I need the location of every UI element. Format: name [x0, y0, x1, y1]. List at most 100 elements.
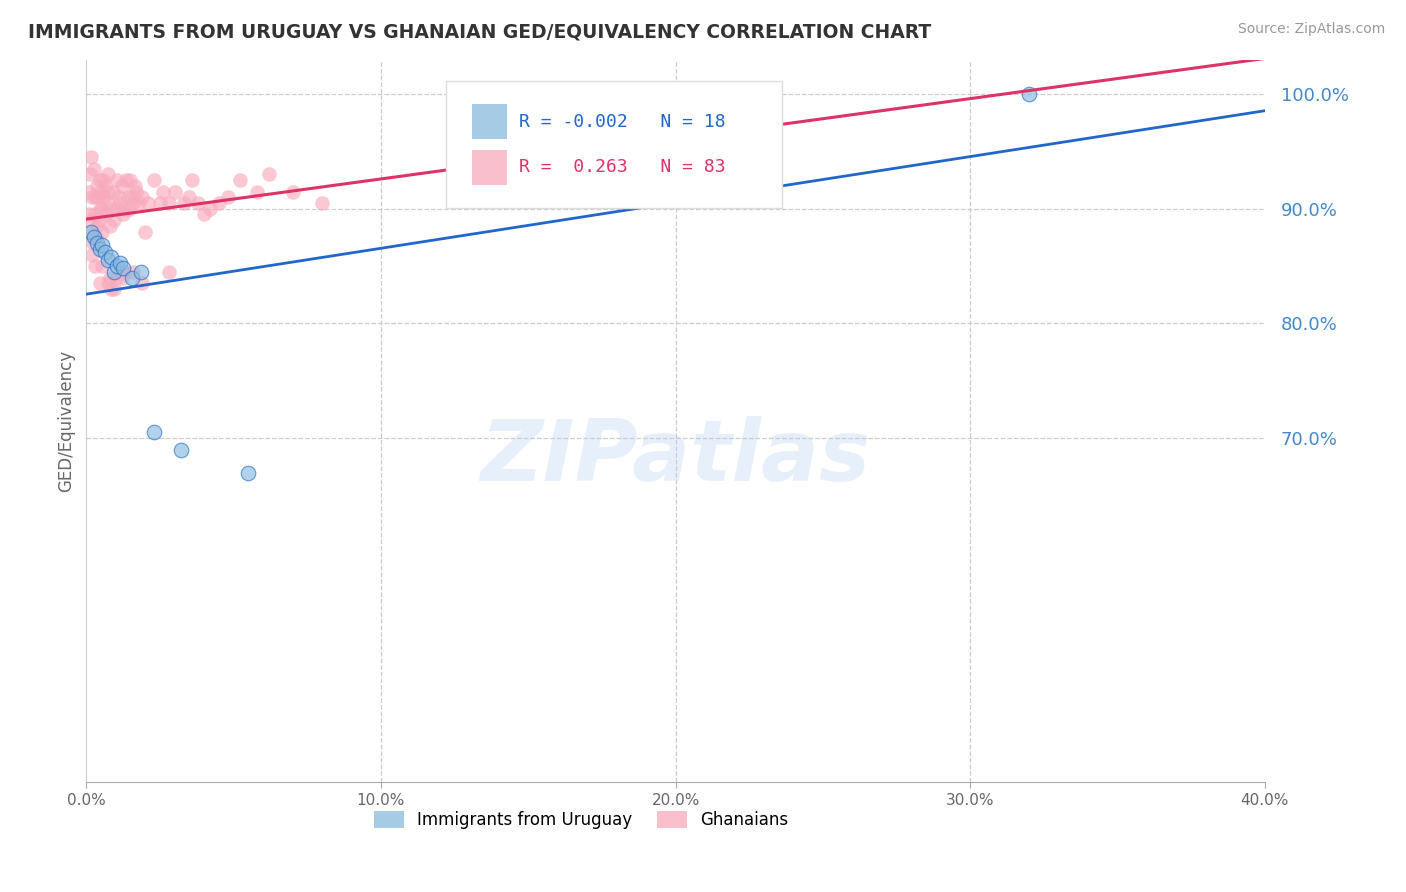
Point: [105, 259, 128, 273]
Point: [90, 225, 112, 239]
Point: [103, 265, 125, 279]
Point: [94, 178, 117, 193]
Point: [187, 196, 209, 211]
Point: [131, 190, 153, 204]
Point: [131, 277, 153, 291]
Point: [114, 265, 136, 279]
Point: [87, 213, 110, 227]
Bar: [471, 150, 508, 185]
Point: [179, 190, 201, 204]
Point: [246, 185, 269, 199]
Point: [86, 178, 108, 193]
Point: [129, 265, 152, 279]
Point: [94, 245, 117, 260]
Point: [105, 173, 128, 187]
Point: [114, 202, 136, 216]
Point: [169, 442, 191, 457]
Point: [86, 219, 108, 233]
Legend: Immigrants from Uruguay, Ghanaians: Immigrants from Uruguay, Ghanaians: [367, 804, 796, 836]
Point: [82, 236, 104, 251]
Point: [125, 185, 148, 199]
Point: [83, 230, 105, 244]
Point: [87, 190, 110, 204]
Point: [90, 185, 112, 199]
Point: [181, 173, 204, 187]
Point: [149, 196, 172, 211]
Point: [193, 207, 215, 221]
Point: [82, 213, 104, 227]
Point: [100, 250, 122, 264]
Point: [103, 282, 125, 296]
Point: [84, 207, 107, 221]
Point: [82, 247, 104, 261]
Point: [311, 196, 333, 211]
Text: ZIPatlas: ZIPatlas: [481, 416, 870, 499]
Point: [80, 190, 103, 204]
Bar: [471, 104, 508, 139]
Point: [91, 202, 114, 216]
Point: [128, 196, 150, 211]
Point: [96, 196, 118, 211]
Point: [83, 161, 105, 176]
Point: [83, 190, 105, 204]
Text: Source: ZipAtlas.com: Source: ZipAtlas.com: [1237, 22, 1385, 37]
Point: [93, 173, 115, 187]
Point: [136, 196, 159, 211]
Point: [157, 265, 180, 279]
Text: IMMIGRANTS FROM URUGUAY VS GHANAIAN GED/EQUIVALENCY CORRELATION CHART: IMMIGRANTS FROM URUGUAY VS GHANAIAN GED/…: [28, 22, 931, 41]
Point: [134, 225, 156, 239]
Point: [76, 225, 98, 239]
Point: [107, 190, 129, 204]
Point: [157, 196, 180, 211]
Point: [121, 190, 143, 204]
Point: [108, 255, 131, 269]
Point: [238, 466, 260, 480]
Point: [120, 173, 142, 187]
Point: [84, 259, 107, 273]
Point: [89, 202, 111, 216]
Point: [80, 150, 103, 164]
Point: [112, 261, 135, 276]
Point: [228, 173, 250, 187]
Point: [79, 167, 101, 181]
Point: [257, 167, 280, 181]
Point: [100, 282, 122, 296]
Point: [122, 265, 145, 279]
Point: [80, 225, 103, 239]
Point: [97, 185, 120, 199]
Point: [152, 185, 174, 199]
FancyBboxPatch shape: [446, 81, 782, 208]
Point: [104, 202, 127, 216]
Point: [103, 213, 125, 227]
Point: [143, 173, 166, 187]
Point: [173, 196, 195, 211]
Point: [143, 425, 166, 440]
Point: [89, 242, 111, 256]
Point: [281, 185, 304, 199]
Point: [100, 202, 122, 216]
Point: [86, 236, 108, 251]
Text: R = -0.002   N = 18: R = -0.002 N = 18: [519, 112, 725, 131]
Point: [163, 185, 186, 199]
Point: [77, 207, 100, 221]
Point: [112, 207, 135, 221]
Point: [98, 219, 121, 233]
Point: [96, 167, 118, 181]
Point: [101, 185, 124, 199]
Point: [97, 253, 120, 268]
Point: [124, 178, 146, 193]
Point: [121, 270, 143, 285]
Point: [97, 277, 120, 291]
Point: [1018, 87, 1040, 101]
Point: [111, 270, 134, 285]
Point: [98, 270, 121, 285]
Point: [77, 185, 100, 199]
Point: [208, 196, 231, 211]
Point: [118, 202, 141, 216]
Point: [89, 173, 111, 187]
Point: [104, 270, 127, 285]
Text: R =  0.263   N = 83: R = 0.263 N = 83: [519, 158, 725, 177]
Point: [117, 190, 139, 204]
Point: [89, 277, 111, 291]
Point: [108, 196, 131, 211]
